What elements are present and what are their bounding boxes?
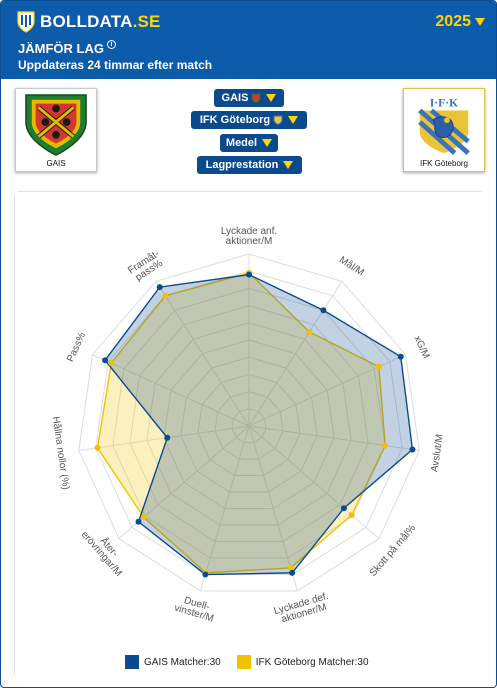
year-selector[interactable]: 2025 — [435, 13, 485, 31]
radar-spoke — [248, 425, 298, 592]
page-title: JÄMFÖR LAG i — [18, 40, 116, 56]
radar-point-gais — [156, 284, 163, 291]
radar-grid-ring — [163, 339, 335, 510]
radar-grid-ring — [78, 253, 420, 592]
team2-select[interactable]: IFK Göteborg — [191, 111, 307, 129]
radar-grid-ring — [214, 391, 284, 460]
radar-grid-ring — [231, 408, 267, 444]
radar-point-gais — [246, 271, 252, 278]
radar-spoke — [78, 425, 250, 451]
radar-spoke — [248, 425, 380, 540]
radar-spoke — [248, 281, 343, 427]
svg-text:I·F·K: I·F·K — [430, 97, 458, 110]
radar-series-gais — [104, 273, 414, 576]
legend-label-ifk: IFK Göteborg Matcher:30 — [255, 656, 369, 668]
chart-legend: GAIS Matcher:30 IFK Göteborg Matcher:30 — [125, 655, 385, 669]
team-name-right: IFK Göteborg — [404, 159, 484, 168]
info-icon[interactable]: i — [106, 40, 116, 49]
radar-axis-label-line: Avslut/M — [429, 433, 445, 472]
legend-item-ifk[interactable]: IFK Göteborg Matcher:30 — [236, 655, 369, 669]
radar-point-gais — [164, 434, 171, 441]
radar-grid-ring — [95, 270, 403, 576]
radar-spoke — [92, 354, 250, 427]
caret-down-icon — [475, 18, 485, 26]
ifk-crest-icon: I·F·K — [412, 94, 476, 156]
radar-point-gais — [320, 307, 327, 314]
legend-item-gais[interactable]: GAIS Matcher:30 — [125, 655, 221, 669]
team-name-left: GAIS — [46, 159, 66, 168]
ifk-mini-crest-icon — [273, 115, 283, 125]
radar-point-ifk — [94, 444, 101, 451]
legend-label-gais: GAIS Matcher:30 — [144, 656, 221, 668]
radar-point-ifk — [306, 328, 313, 335]
caret-down-icon — [266, 94, 277, 102]
radar-point-gais — [289, 569, 296, 576]
radar-chart-svg: Lyckade anf. aktioner/MMål/MxG/MAvslut/MS… — [15, 192, 486, 680]
radar-point-gais — [409, 446, 416, 453]
category-select[interactable]: Lagprestation — [197, 156, 302, 174]
team-card-gais[interactable]: GAIS — [15, 88, 97, 172]
brand-name: BOLLDATA.SE — [40, 12, 161, 31]
radar-point-ifk — [287, 564, 294, 571]
aggregation-select[interactable]: Medel — [220, 134, 278, 152]
year-label: 2025 — [435, 13, 471, 30]
radar-spoke — [155, 281, 250, 427]
radar-axis-label: Avslut/M — [429, 433, 445, 472]
team-card-ifk[interactable]: I·F·K IFK Göteborg — [403, 88, 485, 172]
radar-grid-ring — [112, 287, 386, 559]
radar-point-gais — [397, 353, 404, 360]
header: BOLLDATA.SE 2025 JÄMFÖR LAG i Uppdateras… — [1, 1, 496, 79]
radar-point-gais — [202, 571, 209, 578]
radar-point-ifk — [375, 363, 382, 370]
radar-grid-ring — [180, 356, 318, 493]
radar-point-ifk — [348, 511, 355, 518]
radar-spoke — [200, 425, 250, 592]
radar-grid-ring — [129, 305, 369, 543]
gais-crest-icon — [25, 94, 87, 156]
team1-select[interactable]: GAIS — [214, 89, 284, 107]
radar-chart: Lyckade anf. aktioner/M Mål/M xG/M Avslut/M S… — [14, 191, 486, 680]
brand[interactable]: BOLLDATA.SE — [17, 11, 161, 33]
radar-point-gais — [102, 357, 109, 364]
gais-mini-crest-icon — [251, 93, 261, 103]
radar-point-gais — [135, 518, 142, 525]
radar-point-ifk — [162, 292, 169, 299]
page-subtitle: Uppdateras 24 timmar efter match — [18, 58, 213, 72]
shield-logo-icon — [17, 11, 35, 33]
radar-point-ifk — [108, 360, 115, 367]
legend-swatch-gais — [125, 655, 139, 669]
radar-spoke — [248, 425, 420, 451]
radar-axis-label-line: aktioner/M — [226, 236, 273, 247]
caret-down-icon — [288, 116, 299, 124]
caret-down-icon — [262, 139, 273, 147]
caret-down-icon — [283, 161, 294, 169]
radar-point-ifk — [382, 442, 389, 449]
radar-grid-ring — [146, 322, 352, 526]
radar-point-gais — [340, 505, 347, 512]
radar-axis-label: Lyckade anf. aktioner/M — [221, 226, 277, 247]
radar-series-ifk — [96, 272, 386, 574]
radar-grid-ring — [197, 373, 301, 477]
radar-point-ifk — [140, 514, 147, 521]
radar-axis-label-line: Lyckade anf. — [221, 226, 277, 237]
legend-swatch-ifk — [236, 655, 251, 669]
